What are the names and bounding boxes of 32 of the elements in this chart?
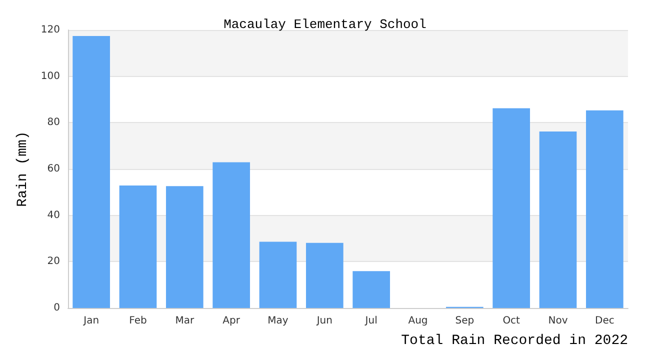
y-tick-label: 0 <box>54 302 60 314</box>
x-tick-label: Jul <box>364 316 378 326</box>
x-tick-label: Jun <box>316 316 332 326</box>
bar <box>306 242 344 308</box>
x-axis-title: Total Rain Recorded in 2022 <box>401 333 628 349</box>
x-tick-label: Nov <box>548 316 568 326</box>
y-axis-title: Rain (mm) <box>15 131 31 207</box>
y-tick-label: 120 <box>40 24 60 36</box>
bar <box>212 162 250 308</box>
x-tick-label: Aug <box>408 316 428 326</box>
x-tick-label: Feb <box>129 316 147 326</box>
bar <box>352 271 390 308</box>
bar <box>492 108 530 308</box>
y-tick-label: 80 <box>47 117 60 128</box>
x-tick-label: Dec <box>594 316 614 326</box>
x-tick-label: Mar <box>175 316 195 326</box>
y-tick-label: 60 <box>47 164 60 174</box>
y-tick-label: 20 <box>47 256 60 268</box>
bar <box>259 242 297 308</box>
bar <box>586 110 624 308</box>
bar <box>166 186 204 308</box>
x-tick-label: Jan <box>82 316 100 326</box>
chart-title: Macaulay Elementary School <box>224 17 427 32</box>
bar <box>539 131 577 308</box>
bar <box>119 185 157 308</box>
x-tick-label: Apr <box>222 316 241 326</box>
y-tick-label: 40 <box>47 210 60 221</box>
x-tick-label: May <box>268 316 288 326</box>
bar <box>72 36 110 308</box>
x-tick-label: Sep <box>455 316 474 326</box>
x-tick-label: Oct <box>502 316 520 326</box>
y-tick-label: 100 <box>40 70 60 82</box>
